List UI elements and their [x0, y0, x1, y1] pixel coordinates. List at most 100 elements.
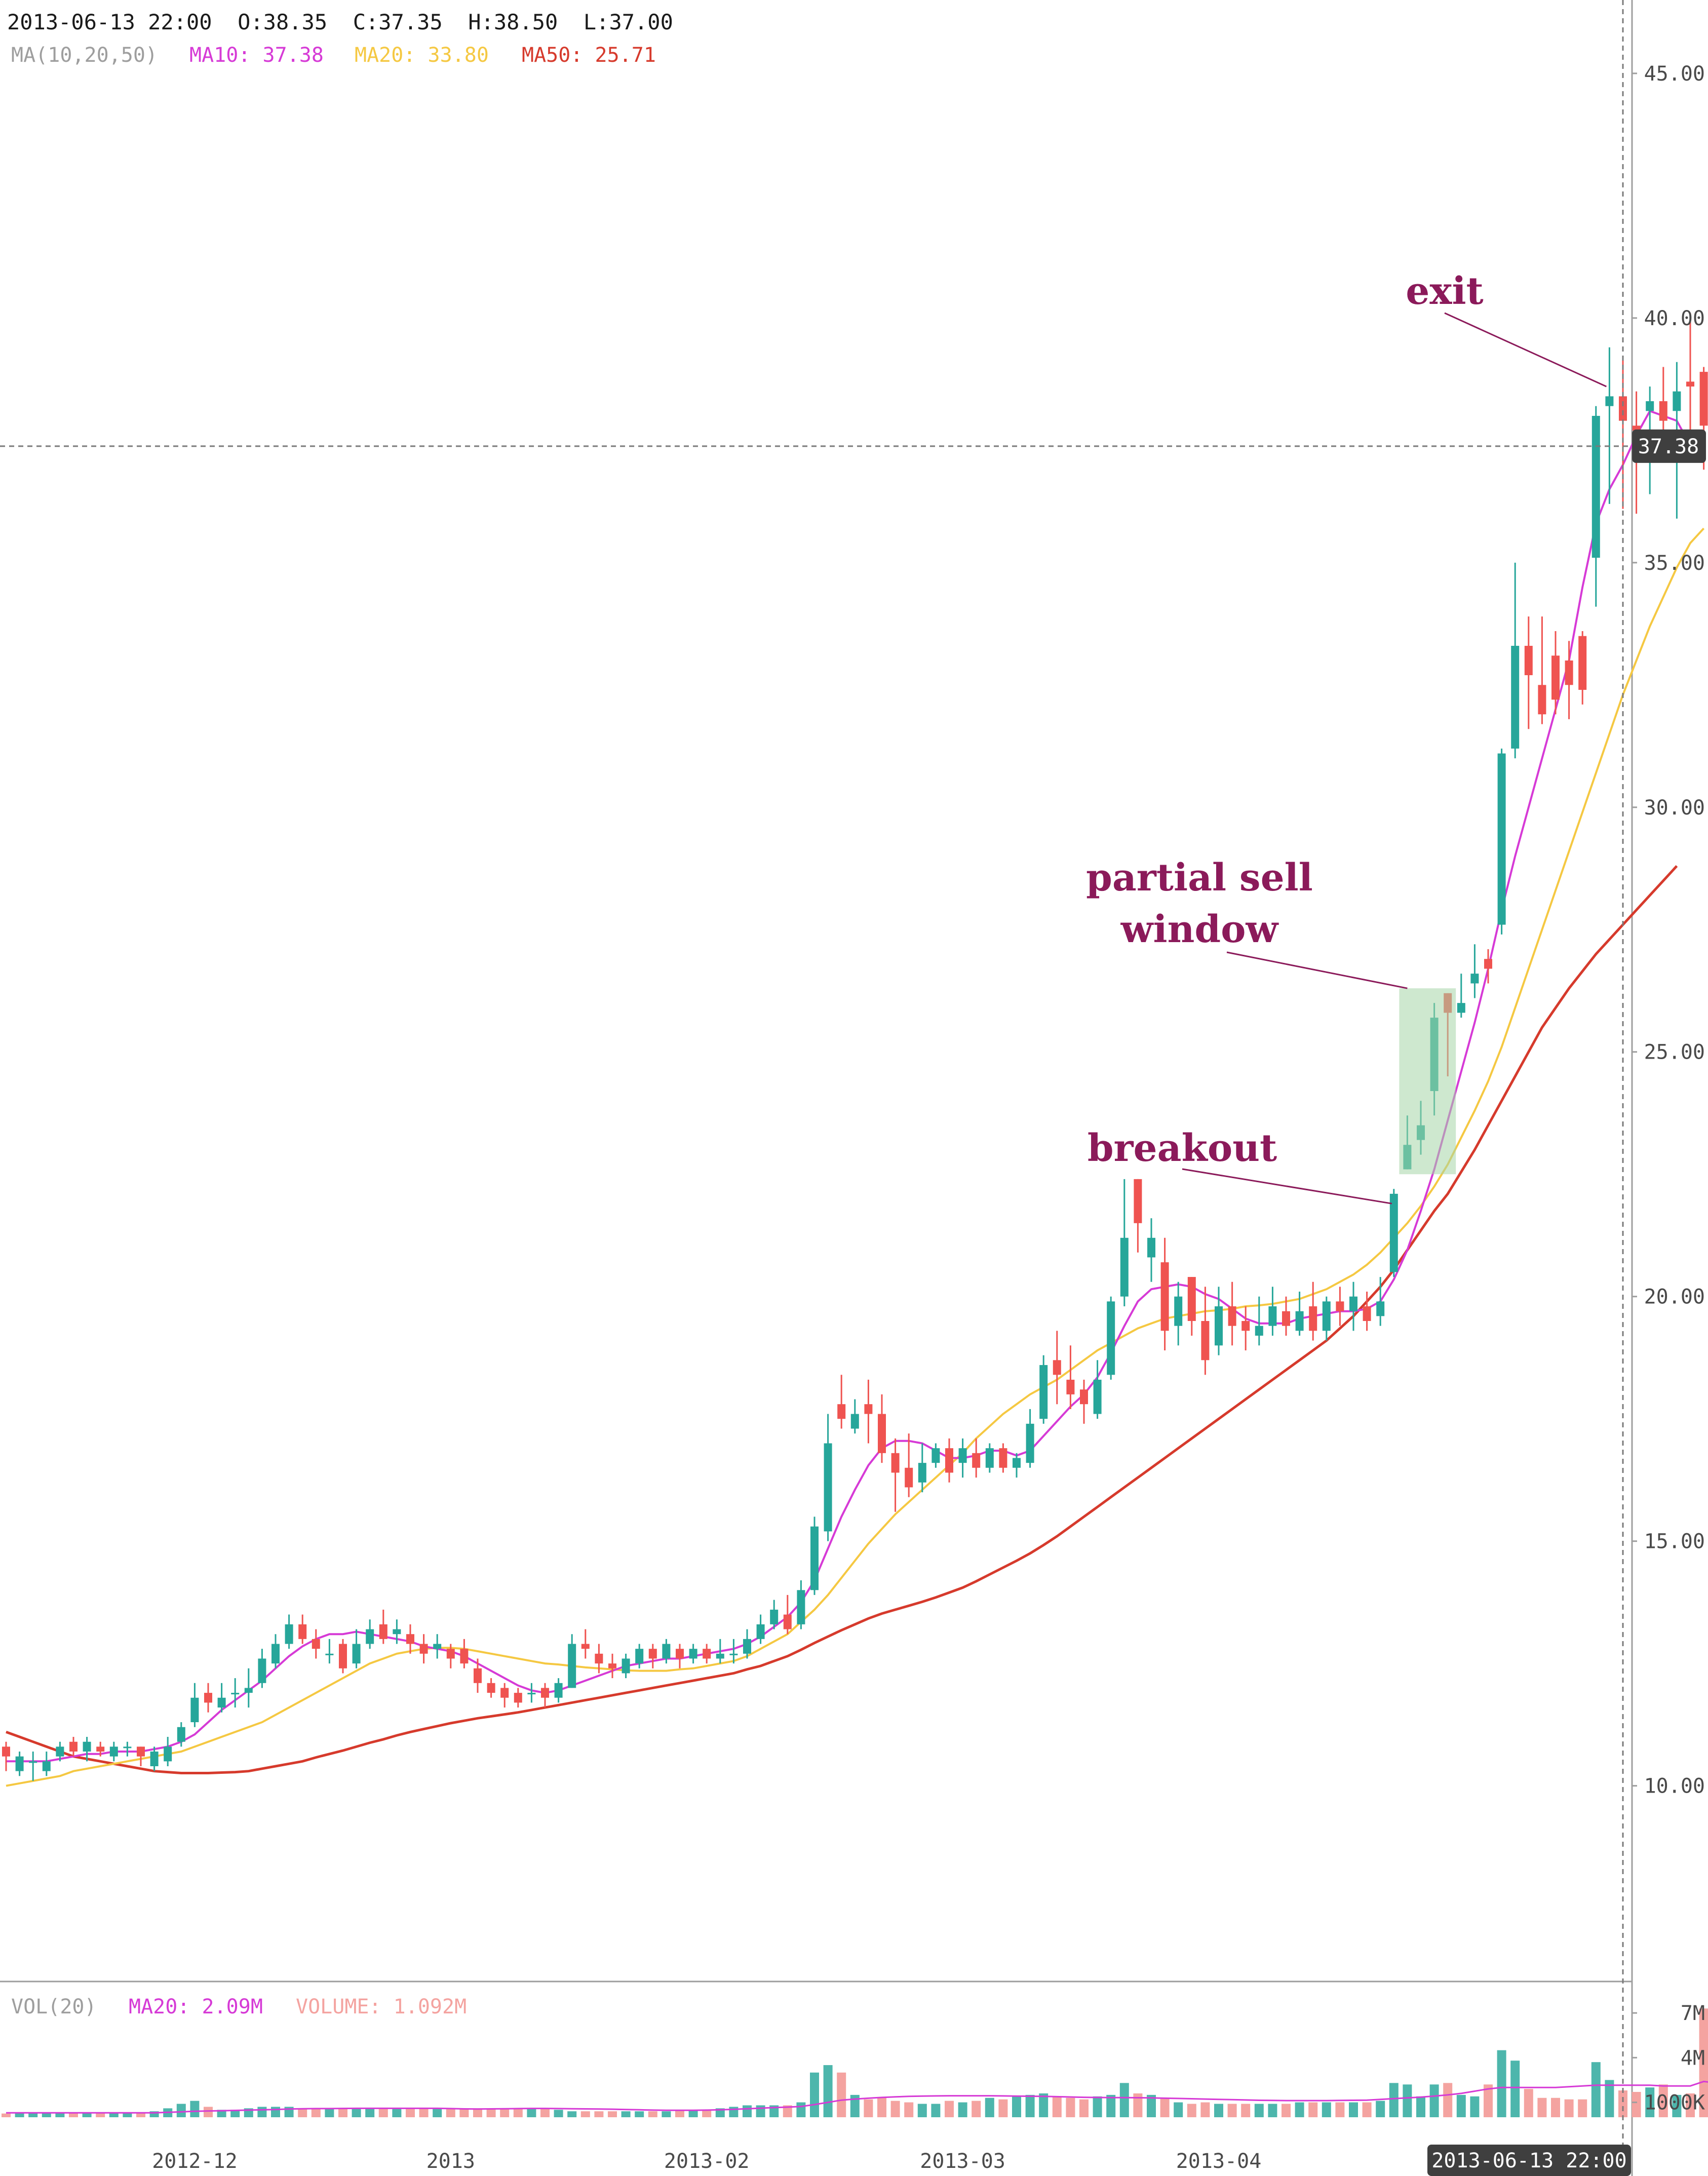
- candle: [972, 1438, 981, 1478]
- price-tick-label: 45.00: [1644, 62, 1705, 86]
- candle: [487, 1678, 495, 1698]
- time-tick-label: 2013-04: [1176, 2150, 1262, 2173]
- volume-bar: [1254, 2104, 1264, 2117]
- candle-body: [568, 1644, 576, 1688]
- candle: [1565, 641, 1573, 719]
- candle: [474, 1658, 482, 1693]
- candle: [689, 1644, 697, 1664]
- candle: [1187, 1277, 1196, 1336]
- breakout-annotation: breakout: [1088, 1126, 1277, 1170]
- volume-bar: [190, 2101, 200, 2117]
- candle: [1039, 1355, 1048, 1424]
- candle-body: [1646, 401, 1654, 411]
- partial-sell-annotation-line1: partial sell: [1086, 856, 1313, 900]
- candle: [217, 1683, 226, 1713]
- candle: [1578, 631, 1587, 705]
- candle: [1511, 562, 1520, 759]
- volume-bar: [217, 2110, 226, 2117]
- candle: [500, 1683, 509, 1708]
- volume-bar: [513, 2108, 523, 2117]
- candle-body: [1565, 660, 1573, 685]
- volume-bar: [378, 2108, 388, 2117]
- volume-bar: [473, 2108, 482, 2117]
- volume-bar: [1416, 2096, 1425, 2117]
- candle-body: [999, 1448, 1007, 1468]
- candle-body: [1389, 1193, 1398, 1272]
- volume-bar: [1497, 2050, 1506, 2117]
- candle-body: [1241, 1321, 1250, 1331]
- volume-bar: [406, 2108, 415, 2117]
- candle: [1470, 944, 1479, 998]
- exit-leader-line: [1444, 312, 1607, 387]
- candle-body: [1080, 1389, 1088, 1405]
- candle-body: [1538, 685, 1546, 715]
- volume-bar: [1564, 2099, 1574, 2117]
- candle: [1497, 748, 1506, 935]
- candle: [204, 1683, 212, 1713]
- candle-body: [1336, 1301, 1344, 1311]
- candle-body: [541, 1688, 549, 1698]
- price-axis: 10.00 15.00 20.00 25.00 30.00 35.00 40.00 45.00: [1632, 62, 1705, 1798]
- candle-body: [1363, 1306, 1371, 1321]
- candle-body: [1457, 1003, 1465, 1013]
- time-tick-label: 2013-02: [664, 2150, 750, 2173]
- candle: [419, 1634, 428, 1664]
- price-tick-label: 15.00: [1644, 1530, 1705, 1553]
- volume-bar: [688, 2110, 698, 2117]
- candle-body: [743, 1639, 751, 1654]
- volume-bar: [149, 2111, 159, 2117]
- candle: [1107, 1296, 1115, 1380]
- volume-bar: [1484, 2084, 1493, 2117]
- volume-bar: [69, 2113, 78, 2117]
- volume-bar: [527, 2108, 536, 2117]
- volume-bar: [1389, 2083, 1399, 2117]
- candle: [56, 1741, 64, 1762]
- candle-body: [1174, 1296, 1183, 1326]
- candle: [1215, 1287, 1223, 1355]
- moving-average-lines: [6, 409, 1705, 1787]
- volume-bar: [1645, 2087, 1655, 2117]
- candle: [541, 1683, 549, 1708]
- candle-body: [56, 1746, 64, 1757]
- candle-body: [1349, 1296, 1357, 1311]
- candle: [231, 1678, 240, 1708]
- volume-bar: [486, 2108, 496, 2117]
- candle: [527, 1683, 536, 1703]
- volume-bar: [743, 2105, 752, 2117]
- candle-body: [1497, 753, 1506, 925]
- candle-body: [850, 1414, 859, 1429]
- candle-body: [69, 1741, 77, 1752]
- candle: [581, 1629, 590, 1659]
- candle: [1201, 1287, 1210, 1375]
- candle: [1295, 1292, 1304, 1336]
- volume-bar: [823, 2065, 833, 2117]
- candle-body: [1134, 1179, 1142, 1223]
- candle-body: [123, 1746, 132, 1748]
- volume-bar: [729, 2107, 739, 2117]
- candle-body: [716, 1653, 724, 1659]
- volume-bar: [877, 2097, 886, 2117]
- candle: [446, 1644, 455, 1668]
- candle: [1686, 313, 1694, 445]
- candle-body: [1619, 396, 1627, 421]
- candle: [298, 1614, 307, 1644]
- candle: [918, 1443, 926, 1493]
- candle: [676, 1644, 684, 1668]
- candle: [595, 1644, 603, 1674]
- ma50-line: [6, 865, 1678, 1774]
- candle-body: [1673, 391, 1681, 411]
- candle-body: [244, 1688, 253, 1693]
- candle-body: [1120, 1237, 1129, 1297]
- candle-body: [1578, 636, 1587, 690]
- volume-bar: [1106, 2094, 1116, 2117]
- volume-bar: [1537, 2097, 1547, 2117]
- candle: [69, 1737, 77, 1757]
- volume-bar: [1133, 2093, 1143, 2117]
- candle: [379, 1609, 387, 1644]
- candle-body: [1093, 1379, 1102, 1414]
- volume-bar: [433, 2108, 442, 2117]
- candle-body: [258, 1658, 266, 1683]
- candle-body: [190, 1697, 199, 1723]
- candle-body: [1147, 1237, 1155, 1258]
